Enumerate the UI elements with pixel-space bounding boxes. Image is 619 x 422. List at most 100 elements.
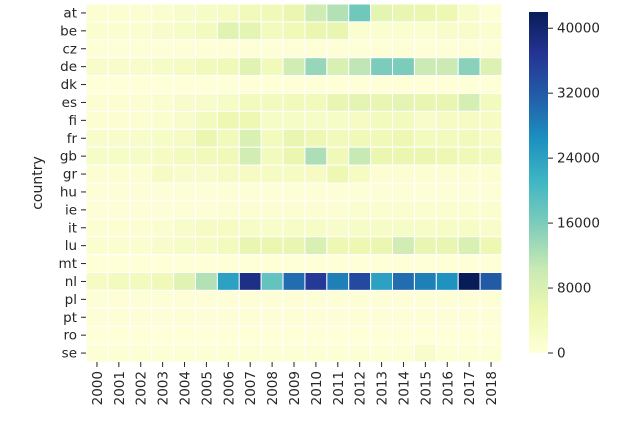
heatmap-cell-nl-2018 (480, 273, 502, 291)
heatmap-cell-lu-2008 (261, 237, 283, 255)
x-tick-label: 2005 (199, 371, 215, 405)
heatmap-cell-mt-2011 (327, 255, 349, 273)
heatmap-cell-pt-2005 (195, 308, 217, 326)
heatmap-cell-gb-2011 (327, 147, 349, 165)
heatmap-cell-pl-2016 (436, 290, 458, 308)
heatmap-cell-dk-2016 (436, 76, 458, 94)
y-tick-label: lu (65, 238, 77, 254)
y-tick-label: mt (59, 256, 77, 272)
heatmap-cell-de-2017 (458, 58, 480, 76)
heatmap-cell-mt-2017 (458, 255, 480, 273)
heatmap-cell-es-2013 (371, 94, 393, 112)
x-tick-label: 2014 (396, 371, 412, 405)
heatmap-cell-pt-2008 (261, 308, 283, 326)
heatmap-cell-ie-2000 (86, 201, 108, 219)
heatmap-cell-ro-2015 (414, 326, 436, 344)
heatmap-cell-hu-2007 (239, 183, 261, 201)
heatmap-cell-es-2011 (327, 94, 349, 112)
heatmap-cell-gr-2011 (327, 165, 349, 183)
heatmap-cell-dk-2004 (174, 76, 196, 94)
heatmap-cell-lu-2000 (86, 237, 108, 255)
heatmap-cell-lu-2001 (108, 237, 130, 255)
heatmap-cell-gb-2007 (239, 147, 261, 165)
heatmap-cell-nl-2016 (436, 273, 458, 291)
heatmap-cell-cz-2017 (458, 40, 480, 58)
heatmap-cell-lu-2005 (195, 237, 217, 255)
colorbar-tick-label: 8000 (557, 281, 591, 297)
heatmap-cell-nl-2012 (349, 273, 371, 291)
heatmap-cell-fr-2014 (393, 129, 415, 147)
x-tick-label: 2003 (156, 371, 172, 405)
colorbar-tick-label: 40000 (557, 21, 600, 37)
heatmap-cell-se-2015 (414, 344, 436, 362)
heatmap-cell-dk-2017 (458, 76, 480, 94)
heatmap-cell-gr-2001 (108, 165, 130, 183)
heatmap-cell-se-2001 (108, 344, 130, 362)
heatmap-cell-se-2009 (283, 344, 305, 362)
x-tick-label: 2006 (221, 371, 237, 405)
heatmap-cell-de-2018 (480, 58, 502, 76)
heatmap-cell-mt-2010 (305, 255, 327, 273)
heatmap-cell-fr-2018 (480, 129, 502, 147)
heatmap-cell-gb-2002 (130, 147, 152, 165)
heatmap-cell-se-2004 (174, 344, 196, 362)
heatmap-cell-gr-2004 (174, 165, 196, 183)
heatmap-cell-mt-2012 (349, 255, 371, 273)
x-tick-label: 2010 (309, 371, 325, 405)
heatmap-cell-fi-2016 (436, 111, 458, 129)
heatmap-cell-at-2007 (239, 4, 261, 22)
y-tick-label: pl (65, 292, 77, 308)
heatmap-cell-ro-2013 (371, 326, 393, 344)
heatmap-cell-dk-2013 (371, 76, 393, 94)
heatmap-cell-mt-2005 (195, 255, 217, 273)
heatmap-cell-gr-2006 (217, 165, 239, 183)
heatmap-cell-cz-2009 (283, 40, 305, 58)
heatmap-cell-it-2000 (86, 219, 108, 237)
heatmap-cell-pt-2009 (283, 308, 305, 326)
heatmap-cell-at-2013 (371, 4, 393, 22)
heatmap-cell-ro-2017 (458, 326, 480, 344)
heatmap-cell-de-2014 (393, 58, 415, 76)
heatmap-cell-cz-2014 (393, 40, 415, 58)
heatmap-cell-se-2003 (152, 344, 174, 362)
heatmap-cell-gb-2016 (436, 147, 458, 165)
heatmap-cell-se-2011 (327, 344, 349, 362)
heatmap-cell-nl-2001 (108, 273, 130, 291)
heatmap-cell-mt-2015 (414, 255, 436, 273)
heatmap-cell-fr-2003 (152, 129, 174, 147)
heatmap-cell-at-2008 (261, 4, 283, 22)
heatmap-cell-es-2006 (217, 94, 239, 112)
heatmap-cell-pt-2011 (327, 308, 349, 326)
heatmap-cell-lu-2014 (393, 237, 415, 255)
heatmap-cell-mt-2013 (371, 255, 393, 273)
heatmap-cell-fi-2006 (217, 111, 239, 129)
heatmap-cell-it-2011 (327, 219, 349, 237)
heatmap-cell-dk-2014 (393, 76, 415, 94)
heatmap-cell-pt-2000 (86, 308, 108, 326)
heatmap-cell-cz-2018 (480, 40, 502, 58)
heatmap-cell-fr-2011 (327, 129, 349, 147)
heatmap-cell-pt-2004 (174, 308, 196, 326)
heatmap-cell-fr-2017 (458, 129, 480, 147)
heatmap-cell-cz-2008 (261, 40, 283, 58)
y-tick-label: cz (62, 41, 77, 57)
heatmap-cell-nl-2015 (414, 273, 436, 291)
heatmap-cell-es-2018 (480, 94, 502, 112)
y-tick-label: it (68, 220, 77, 236)
x-tick-label: 2012 (353, 371, 369, 405)
colorbar (529, 12, 548, 353)
heatmap-cell-nl-2005 (195, 273, 217, 291)
heatmap-cell-ro-2005 (195, 326, 217, 344)
heatmap-cell-pl-2006 (217, 290, 239, 308)
x-tick-label: 2000 (90, 371, 106, 405)
heatmap-cell-de-2012 (349, 58, 371, 76)
heatmap-cell-it-2017 (458, 219, 480, 237)
heatmap-cell-de-2002 (130, 58, 152, 76)
heatmap-cell-se-2010 (305, 344, 327, 362)
heatmap-cell-fr-2000 (86, 129, 108, 147)
y-tick-label: de (60, 59, 77, 75)
heatmap-cell-hu-2016 (436, 183, 458, 201)
heatmap-cell-dk-2007 (239, 76, 261, 94)
heatmap-cell-at-2016 (436, 4, 458, 22)
